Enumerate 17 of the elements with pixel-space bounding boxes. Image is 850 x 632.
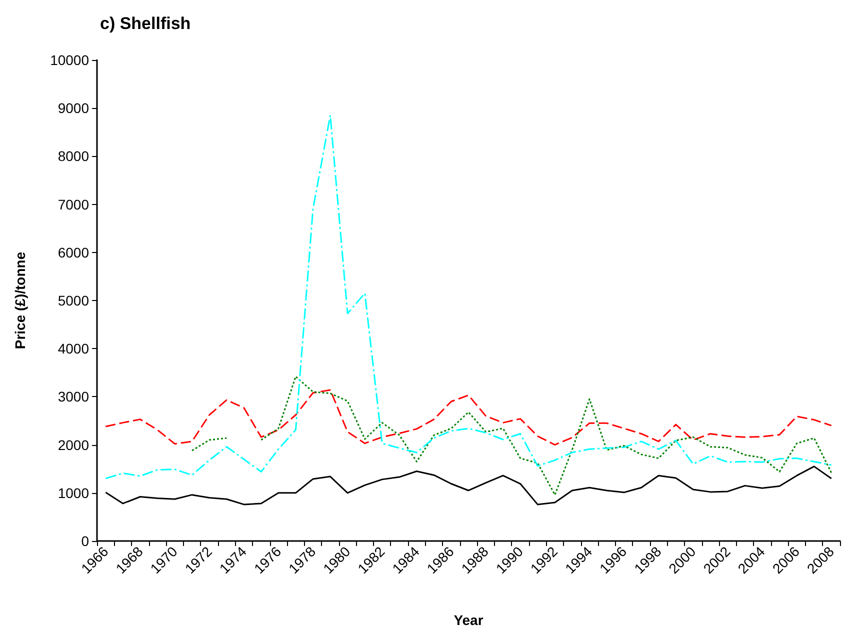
y-tick-label: 10000	[50, 52, 90, 68]
y-tick-label: 1000	[58, 484, 90, 501]
line-series	[104, 466, 832, 506]
chart-title: c) Shellfish	[100, 14, 191, 33]
y-tick-label: 7000	[58, 196, 90, 212]
line-series	[104, 389, 832, 446]
y-tick-label: 6000	[58, 244, 90, 260]
y-tick-label: 4000	[58, 340, 90, 357]
y-tick-label: 2000	[58, 436, 90, 453]
y-tick-label: 9000	[58, 100, 90, 116]
y-tick-label: 8000	[58, 148, 90, 164]
y-tick-label: 3000	[58, 388, 90, 405]
y-tick-label: 0	[81, 533, 90, 549]
x-axis-title: Year	[454, 612, 484, 628]
y-tick-label: 5000	[58, 292, 90, 308]
y-axis-title: Price (£)/tonne	[12, 252, 28, 350]
line-series	[104, 114, 832, 480]
